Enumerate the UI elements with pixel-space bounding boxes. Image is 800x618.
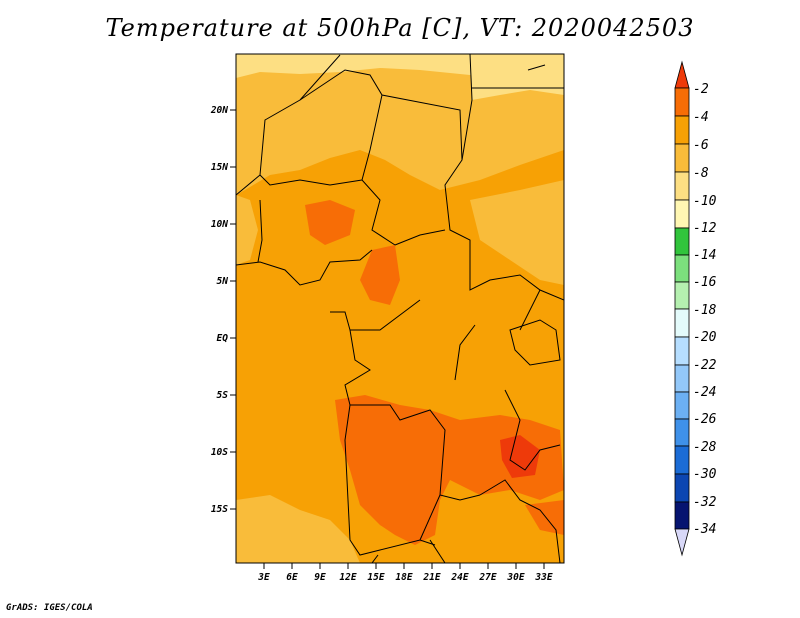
lat-tick-label: 20N	[210, 105, 228, 116]
colorbar-label: -4	[693, 110, 709, 125]
colorbar-label: -32	[693, 495, 717, 510]
map-title: Temperature at 500hPa [C], VT: 202004250…	[105, 14, 695, 42]
colorbar-label: -28	[693, 440, 717, 455]
colorbar-label: -8	[693, 166, 709, 181]
colorbar-label: -16	[693, 275, 717, 290]
colorbar-top-arrow	[674, 60, 690, 89]
colorbar-label: -18	[693, 303, 717, 318]
lon-tick-label: 3E	[257, 572, 270, 583]
lon-tick-label: 33E	[534, 572, 552, 583]
colorbar-label: -14	[693, 248, 716, 263]
lat-tick-label: 5N	[217, 276, 229, 287]
map-frame	[235, 53, 565, 564]
field-region-west	[236, 195, 258, 265]
field-region-center-strip	[360, 245, 400, 305]
colorbar-segment	[674, 336, 690, 366]
lat-axis: 20N 15N 10N 5N EQ 5S 10S 15S	[210, 105, 236, 515]
lon-tick-label: 21E	[422, 572, 440, 583]
lat-tick-label: 15N	[211, 162, 228, 173]
colorbar-label: -12	[693, 221, 717, 236]
lon-tick-label: 24E	[450, 572, 468, 583]
colorbar-segment	[674, 87, 690, 117]
grads-credit: GrADS: IGES/COLA	[6, 603, 93, 613]
lat-tick-label: 5S	[217, 390, 229, 401]
temperature-field	[236, 54, 564, 563]
colorbar-label: -20	[693, 330, 717, 345]
colorbar-label: -26	[693, 412, 717, 427]
lon-tick-label: 27E	[478, 572, 496, 583]
field-region-southeast	[525, 500, 564, 535]
field-region-east	[470, 180, 564, 285]
lon-tick-label: 15E	[367, 572, 384, 583]
field-region-central	[305, 200, 355, 245]
colorbar-label: -24	[693, 385, 716, 400]
colorbar-segment	[674, 199, 690, 229]
lon-axis: 3E 6E 9E 12E 15E 18E 21E 24E 27E 30E 33E	[257, 563, 553, 583]
field-region-south	[335, 395, 564, 545]
colorbar-segment	[674, 418, 690, 447]
colorbar-segment	[674, 445, 690, 475]
colorbar-segment	[674, 254, 690, 283]
lon-tick-label: 18E	[395, 572, 412, 583]
colorbar-segment	[674, 364, 690, 393]
colorbar: -2 -4 -6 -8 -10 -12 -14 -16 -18 -20 -22 …	[674, 60, 717, 557]
colorbar-segment	[674, 473, 690, 503]
lon-tick-label: 12E	[339, 572, 356, 583]
lon-tick-label: 9E	[314, 572, 326, 583]
colorbar-label: -34	[693, 522, 716, 537]
field-region-hotspot	[500, 435, 540, 478]
lat-tick-label: EQ	[217, 333, 229, 344]
colorbar-segment	[674, 143, 690, 173]
colorbar-segment	[674, 171, 690, 201]
colorbar-bottom-arrow	[674, 528, 690, 557]
colorbar-segment	[674, 281, 690, 310]
colorbar-label: -2	[693, 82, 709, 97]
colorbar-label: -10	[693, 194, 717, 209]
colorbar-label: -22	[693, 358, 717, 373]
lon-tick-label: 6E	[286, 572, 298, 583]
colorbar-segment	[674, 227, 690, 256]
lat-tick-label: 10S	[211, 447, 228, 458]
colorbar-segment	[674, 308, 690, 338]
colorbar-segment	[674, 501, 690, 530]
lon-tick-label: 30E	[506, 572, 524, 583]
lat-tick-label: 10N	[211, 219, 228, 230]
colorbar-label: -6	[693, 138, 709, 153]
colorbar-label: -30	[693, 467, 717, 482]
colorbar-segment	[674, 115, 690, 145]
field-region-southwest	[236, 495, 360, 563]
country-borders	[236, 54, 564, 563]
colorbar-segment	[674, 391, 690, 420]
lat-tick-label: 15S	[211, 504, 228, 515]
